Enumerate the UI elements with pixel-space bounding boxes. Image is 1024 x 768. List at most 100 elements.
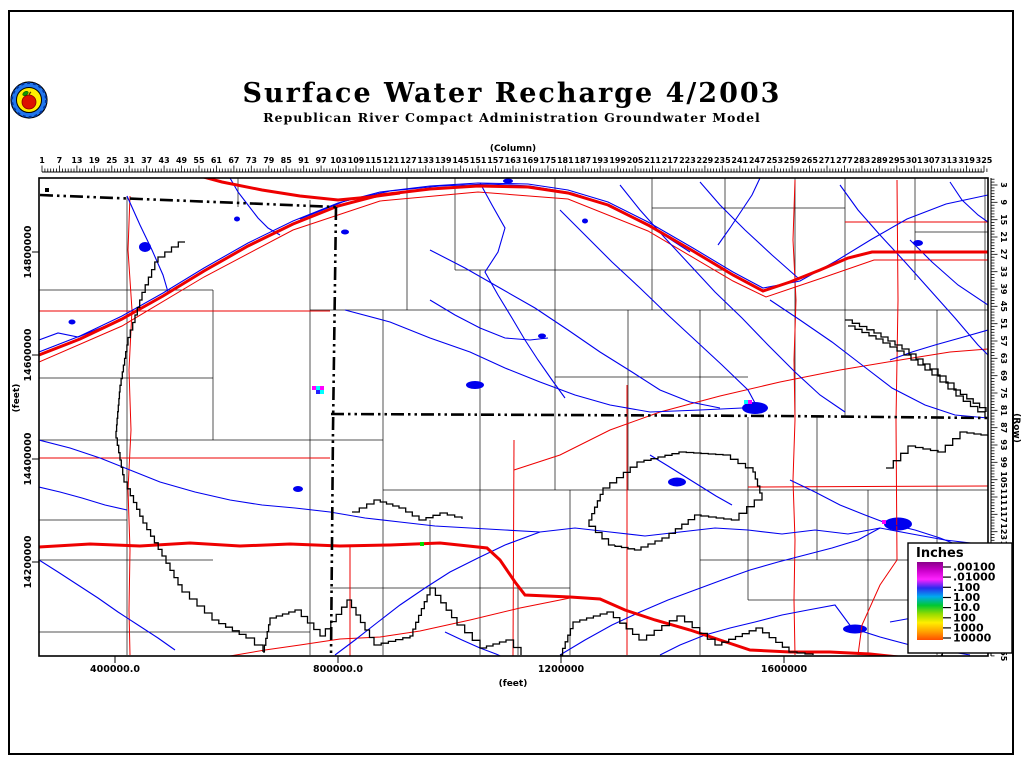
- column-tick-label: 277: [836, 156, 853, 165]
- recharge-cells: [312, 386, 316, 390]
- left-tick-label: 14400000: [23, 432, 34, 485]
- apple-stem-icon: [28, 91, 32, 96]
- column-tick-label: 265: [801, 156, 818, 165]
- legend-entry-label: 10.0: [953, 601, 980, 614]
- row-tick-label: 87: [999, 422, 1008, 433]
- column-tick-label: 259: [784, 156, 801, 165]
- town-marker: [45, 188, 49, 192]
- recharge-cells: [748, 400, 752, 404]
- highway: [201, 178, 401, 202]
- stream: [619, 184, 846, 413]
- column-tick-label: 133: [417, 156, 434, 165]
- column-tick-label: 283: [854, 156, 871, 165]
- legend-entry-label: 1.00: [953, 591, 980, 604]
- row-tick-label: 105: [999, 471, 1008, 488]
- model-boundary-northeast: [848, 325, 986, 417]
- lake: [538, 333, 546, 339]
- column-tick-label: 193: [592, 156, 609, 165]
- column-tick-label: 187: [574, 156, 591, 165]
- lake: [466, 381, 484, 389]
- row-tick-label: 63: [999, 353, 1008, 364]
- column-tick-label: 31: [124, 156, 136, 165]
- stream: [839, 184, 988, 356]
- left-tick-label: 14200000: [23, 535, 34, 588]
- recharge-cells: [316, 390, 320, 394]
- stream: [909, 239, 988, 306]
- stream: [429, 249, 721, 409]
- column-tick-label: 163: [505, 156, 522, 165]
- lake: [503, 178, 513, 184]
- lake-harlan: [742, 402, 768, 414]
- column-tick-label: 151: [470, 156, 487, 165]
- title-block: Surface Water Recharge 4/2003 Republican…: [0, 78, 1024, 125]
- column-tick-label: 169: [522, 156, 539, 165]
- recharge-cells: [744, 400, 748, 404]
- column-tick-label: 37: [141, 156, 152, 165]
- road: [229, 597, 571, 656]
- row-tick-label: 27: [999, 249, 1008, 260]
- column-tick-label: 223: [679, 156, 696, 165]
- column-tick-label: 127: [400, 156, 417, 165]
- model-boundary-southeast: [560, 611, 814, 656]
- column-axis-title: (Column): [490, 144, 536, 154]
- row-tick-label: 69: [999, 370, 1008, 382]
- left-tick-label: 14600000: [23, 328, 34, 381]
- river-main: [39, 182, 988, 353]
- row-tick-label: 123: [999, 523, 1008, 540]
- column-tick-label: 109: [348, 156, 365, 165]
- stream: [559, 209, 756, 404]
- column-tick-label: 19: [89, 156, 101, 165]
- state-line-ne-ks: [330, 412, 988, 420]
- model-boundary-northeast: [845, 319, 987, 412]
- page-title: Surface Water Recharge 4/2003: [242, 78, 782, 109]
- column-tick-label: 85: [281, 156, 293, 165]
- legend-entry-label: 100: [953, 611, 976, 624]
- column-tick-label: 55: [193, 156, 205, 165]
- column-tick-label: 67: [228, 156, 239, 165]
- bottom-tick-label: 1200000: [538, 664, 585, 675]
- column-tick-label: 325: [976, 156, 993, 165]
- stream: [789, 479, 887, 524]
- column-tick-label: 253: [766, 156, 783, 165]
- road: [857, 179, 899, 656]
- road: [512, 439, 515, 656]
- model-boundary-centerwest: [352, 499, 463, 521]
- column-tick-label: 307: [923, 156, 940, 165]
- column-tick-label: 7: [57, 156, 63, 165]
- legend-color-ramp: [917, 562, 943, 640]
- state-line-co-ne: [39, 193, 337, 209]
- column-tick-label: 271: [819, 156, 836, 165]
- row-tick-label: 99: [999, 457, 1008, 469]
- stream: [444, 631, 502, 656]
- row-tick-label: 3: [999, 182, 1008, 188]
- column-tick-label: 61: [211, 156, 223, 165]
- column-tick-label: 115: [365, 156, 382, 165]
- page-subtitle: Republican River Compact Administration …: [263, 110, 761, 125]
- column-tick-label: 157: [487, 156, 504, 165]
- column-tick-label: 211: [644, 156, 661, 165]
- stream: [949, 181, 988, 223]
- lake: [293, 486, 303, 492]
- lake: [139, 242, 151, 252]
- row-tick-label: 81: [999, 405, 1008, 417]
- column-tick-label: 139: [435, 156, 452, 165]
- highway: [39, 541, 904, 656]
- stream: [429, 299, 549, 341]
- seal-ring-dashes: [11, 82, 47, 118]
- legend-entry-label: .00100: [953, 561, 996, 574]
- row-tick-label: 39: [999, 283, 1008, 295]
- model-boundary-west: [115, 241, 264, 652]
- column-tick-label: 205: [627, 156, 644, 165]
- stream: [769, 299, 988, 419]
- stream: [539, 527, 988, 546]
- column-tick-label: 247: [749, 156, 766, 165]
- row-tick-label: 111: [999, 489, 1008, 506]
- stream: [39, 439, 541, 533]
- column-tick-label: 199: [609, 156, 626, 165]
- column-tick-label: 241: [731, 156, 748, 165]
- road: [747, 485, 988, 488]
- column-tick-label: 145: [452, 156, 469, 165]
- row-tick-label: 9: [999, 200, 1008, 206]
